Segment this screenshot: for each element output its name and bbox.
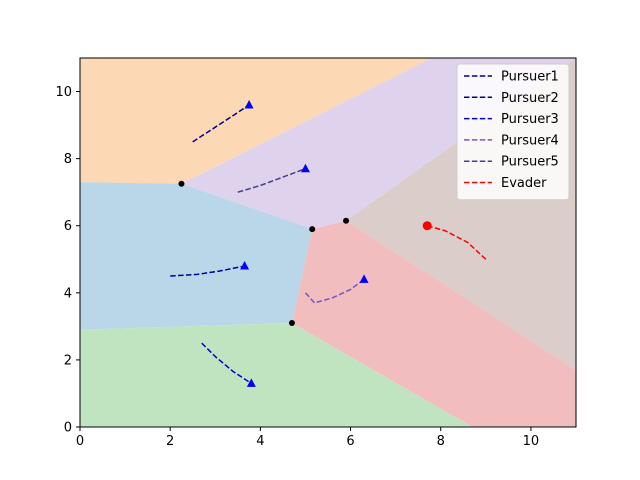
pursuer4-path (304, 278, 365, 304)
pursuer5-marker (300, 163, 310, 173)
y-tick-label: 6 (64, 219, 72, 234)
legend-label-evader: Evader (501, 176, 547, 191)
x-tick-label: 4 (256, 434, 264, 449)
legend-label-pursuer5: Pursuer5 (501, 155, 559, 170)
evader-marker (422, 221, 432, 231)
legend-label-pursuer4: Pursuer4 (501, 133, 559, 148)
vertex-point-2 (309, 226, 316, 233)
y-tick-label: 8 (64, 152, 72, 167)
vertex-point-3 (343, 217, 350, 224)
pursuer4-marker (359, 274, 369, 283)
x-tick-label: 0 (76, 434, 84, 449)
y-tick-label: 0 (64, 421, 72, 436)
pursuer5-path (237, 167, 306, 193)
plot-frame (79, 57, 577, 428)
y-tick-label: 2 (64, 353, 72, 368)
pursuer3-path (201, 342, 252, 385)
x-tick-label: 6 (346, 434, 354, 449)
region-4 (291, 220, 576, 427)
legend-label-pursuer1: Pursuer1 (501, 70, 559, 85)
pursuer2-marker (240, 260, 250, 270)
pursuer1-path (192, 104, 250, 143)
x-tick-label: 8 (437, 434, 445, 449)
y-tick-label: 4 (64, 286, 72, 301)
vertex-point-4 (288, 320, 295, 327)
x-tick-label: 2 (166, 434, 174, 449)
y-axis: 0 2 4 6 8 10 (55, 85, 80, 436)
trajectories (170, 99, 487, 387)
evader-path (426, 225, 487, 260)
pursuer1-marker (244, 99, 254, 109)
x-tick-label: 10 (523, 434, 540, 449)
region-1 (80, 58, 432, 184)
legend-label-pursuer3: Pursuer3 (501, 112, 559, 127)
y-tick-label: 10 (55, 85, 72, 100)
voronoi-vertices (178, 180, 350, 327)
pursuer3-marker (246, 378, 256, 387)
legend: Pursuer1 Pursuer2 Pursuer3 Pursuer4 Pursuer5… (456, 63, 570, 201)
legend-label-pursuer2: Pursuer2 (501, 91, 559, 106)
voronoi-regions (80, 58, 576, 427)
x-axis: 0 2 4 6 8 10 (76, 427, 539, 449)
vertex-point-1 (178, 180, 185, 187)
region-6 (80, 323, 473, 427)
region-5 (80, 182, 313, 330)
